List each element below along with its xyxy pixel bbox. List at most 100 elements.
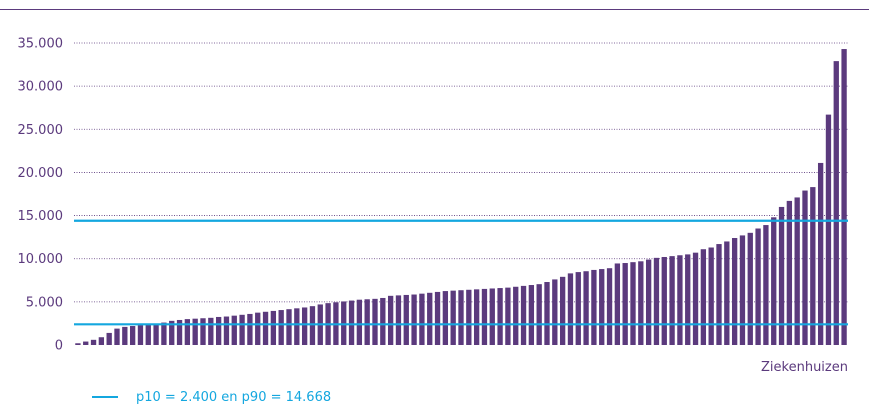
bar — [403, 294, 409, 345]
y-tick-label: 30.000 — [18, 80, 64, 95]
bar — [364, 299, 370, 345]
bar — [176, 319, 183, 345]
bar — [833, 61, 839, 346]
bar — [75, 343, 81, 345]
bar-chart: 0 5.000 10.000 15.000 20.000 25.000 30.000 35.0… — [18, 37, 848, 375]
bar — [442, 291, 449, 345]
bar — [286, 309, 292, 345]
bar — [434, 291, 441, 345]
bar — [583, 271, 589, 345]
bar — [395, 295, 402, 345]
bar — [700, 249, 707, 345]
bar — [599, 269, 605, 345]
y-tick-label: 20.000 — [18, 166, 64, 181]
bar — [559, 276, 566, 345]
bar — [153, 323, 159, 345]
bar — [747, 232, 753, 345]
bar — [638, 261, 644, 345]
bar — [184, 319, 191, 345]
bar — [497, 288, 503, 345]
bar — [622, 263, 628, 345]
bar — [692, 252, 699, 345]
bar — [215, 316, 222, 345]
bar — [724, 241, 730, 345]
y-tick-label: 10.000 — [18, 252, 64, 267]
bar — [223, 316, 230, 345]
bar — [114, 328, 120, 345]
bar — [278, 310, 284, 345]
bar — [763, 225, 769, 345]
bar — [708, 247, 714, 345]
bar — [255, 312, 261, 345]
bar — [458, 290, 464, 345]
bar — [466, 289, 472, 345]
bar — [106, 332, 112, 345]
bar — [755, 228, 761, 345]
bar — [489, 288, 495, 345]
bar — [427, 292, 433, 345]
y-tick-label: 0 — [55, 339, 63, 354]
bar — [356, 299, 363, 345]
y-axis-ticks: 0 5.000 10.000 15.000 20.000 25.000 30.000 35.0… — [18, 37, 64, 354]
bar — [520, 285, 527, 345]
gridlines — [74, 42, 848, 303]
bar — [419, 293, 425, 345]
bar — [825, 114, 832, 346]
bar — [731, 238, 738, 345]
bar — [536, 284, 542, 345]
bar — [606, 268, 613, 345]
bar — [137, 325, 144, 345]
bar — [739, 235, 746, 345]
bar — [794, 197, 800, 345]
bar — [575, 272, 581, 345]
y-tick-label: 25.000 — [18, 123, 64, 138]
bar — [309, 306, 316, 345]
bar — [161, 322, 167, 345]
bar — [786, 200, 793, 345]
bar — [544, 282, 550, 345]
bar — [208, 317, 214, 345]
bar — [841, 49, 847, 345]
y-tick-label: 5.000 — [26, 295, 63, 310]
bar — [348, 300, 355, 345]
bar — [231, 315, 237, 345]
bar — [513, 286, 519, 345]
bar — [270, 310, 277, 345]
bar — [83, 341, 89, 345]
y-tick-label: 35.000 — [18, 37, 64, 52]
bar — [591, 269, 597, 345]
bar — [473, 289, 480, 345]
bar — [122, 326, 128, 345]
bar — [247, 313, 253, 345]
bar — [661, 256, 667, 345]
bar — [380, 297, 386, 345]
bar — [145, 324, 151, 345]
bar — [90, 339, 97, 345]
bar — [262, 311, 269, 345]
bar — [771, 217, 777, 345]
bar — [567, 273, 574, 345]
legend: p10 = 2.400 en p90 = 14.668 — [92, 389, 331, 405]
top-rule — [0, 9, 869, 10]
bar — [294, 308, 300, 345]
bar — [98, 337, 105, 345]
bar — [129, 326, 136, 345]
bar — [817, 162, 824, 345]
x-axis-label: Ziekenhuizen — [761, 360, 848, 375]
bar — [200, 318, 206, 345]
bar — [630, 262, 636, 345]
bar — [802, 190, 808, 345]
bar — [778, 206, 785, 345]
bar — [239, 314, 245, 345]
bar — [169, 320, 175, 345]
bar — [552, 279, 558, 345]
legend-swatch-line — [92, 396, 118, 398]
bar — [450, 290, 456, 345]
bar — [505, 287, 511, 345]
bar — [481, 288, 488, 345]
reference-lines — [74, 219, 848, 326]
bar — [716, 244, 722, 345]
bar — [411, 294, 417, 345]
legend-label: p10 = 2.400 en p90 = 14.668 — [136, 389, 332, 405]
bar — [614, 263, 621, 345]
